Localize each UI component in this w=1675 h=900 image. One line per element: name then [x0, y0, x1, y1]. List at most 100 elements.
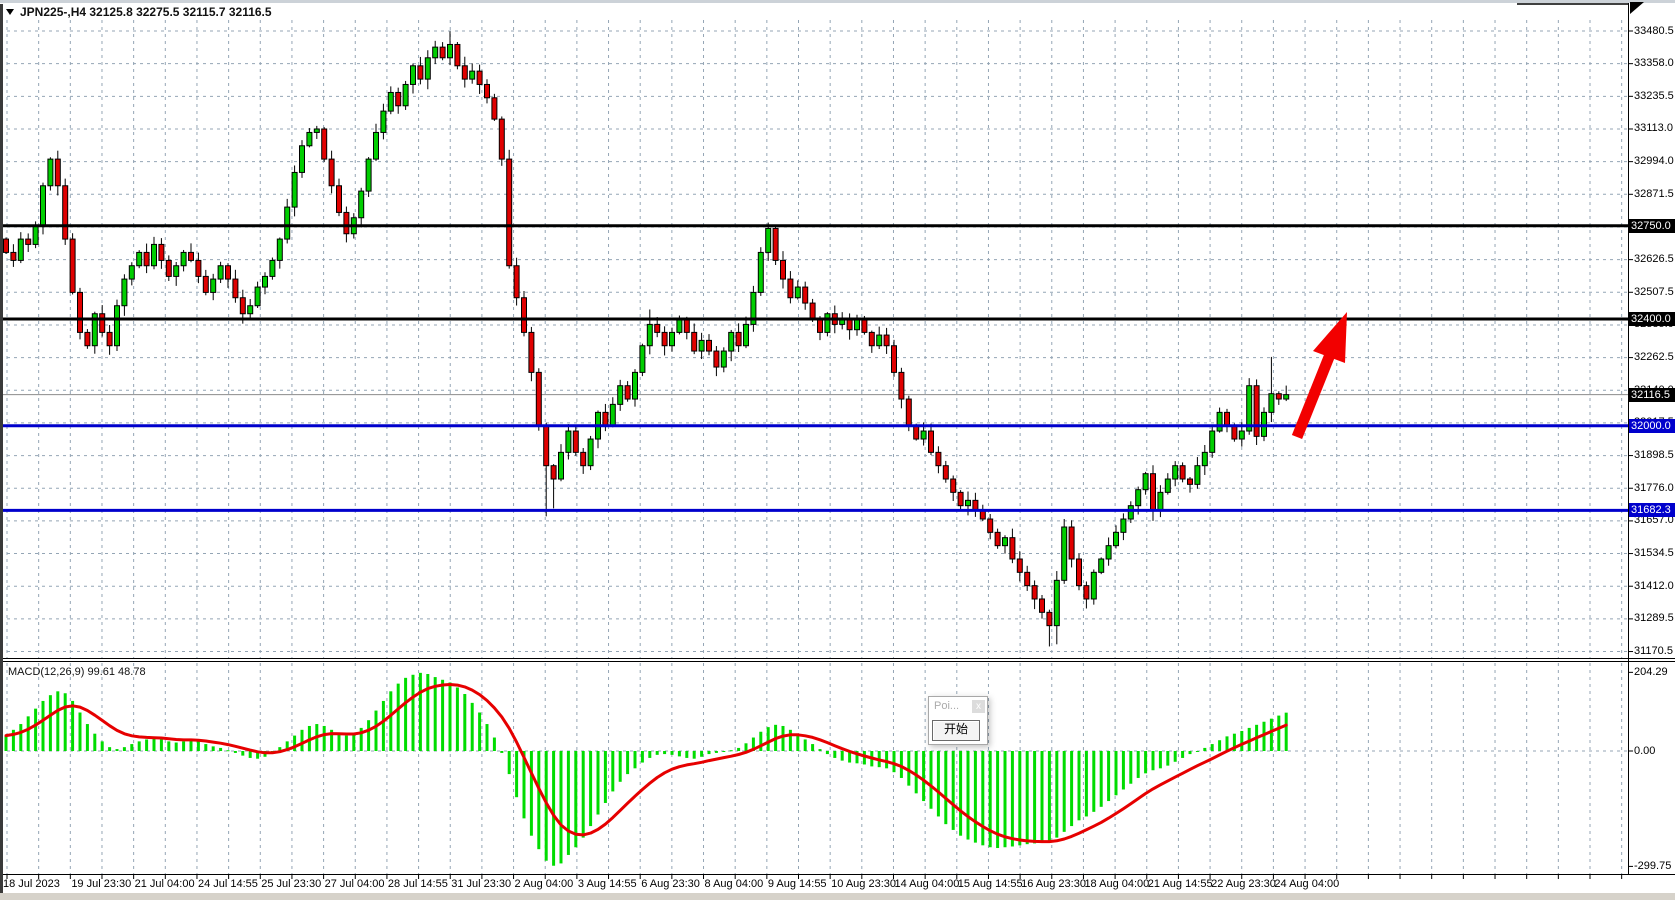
- macd-panel[interactable]: [0, 663, 1628, 874]
- macd-bar: [1247, 727, 1251, 751]
- macd-bar: [1025, 751, 1029, 845]
- macd-bar: [818, 749, 822, 751]
- price-tick-label: 31898.5: [1634, 449, 1674, 462]
- time-tick-label: 24 Aug 04:00: [1274, 878, 1340, 890]
- time-tick-label: 18 Aug 04:00: [1084, 878, 1150, 890]
- macd-bar: [374, 710, 378, 751]
- candle: [735, 331, 742, 347]
- price-tick-label: 33235.5: [1634, 89, 1674, 102]
- price-line-label-32400.0: 32400.0: [1629, 312, 1675, 327]
- candle: [713, 350, 720, 368]
- candle: [750, 291, 757, 325]
- price-tick-label: 33358.0: [1634, 57, 1674, 70]
- candle: [484, 83, 490, 99]
- macd-bar: [840, 751, 844, 761]
- candle: [439, 46, 446, 59]
- candle: [706, 339, 712, 352]
- symbol-dropdown-icon[interactable]: [6, 9, 14, 15]
- symbol-header[interactable]: JPN225-,H4 32125.8 32275.5 32115.7 32116…: [6, 5, 272, 19]
- candle: [1201, 451, 1208, 467]
- popup-window[interactable]: Poi... x 开始: [928, 696, 988, 745]
- macd-bar: [367, 720, 371, 751]
- price-line-label-32750.0: 32750.0: [1629, 218, 1675, 233]
- macd-bar: [737, 747, 741, 751]
- candle: [417, 65, 424, 80]
- macd-bar: [1070, 751, 1074, 827]
- candle: [1268, 393, 1275, 413]
- price-tick-label: 33480.5: [1634, 24, 1674, 37]
- time-tick-label: 22 Aug 23:30: [1211, 878, 1276, 890]
- trend-arrow-head[interactable]: [1313, 312, 1347, 363]
- macd-bar: [685, 751, 689, 758]
- candle: [506, 158, 513, 267]
- chart-shift-marker-icon[interactable]: [1630, 2, 1644, 14]
- popup-start-button[interactable]: 开始: [932, 720, 980, 741]
- candle: [632, 371, 638, 400]
- candle: [550, 465, 557, 480]
- time-tick-label: 10 Aug 23:30: [831, 878, 896, 890]
- macd-bar: [278, 747, 282, 751]
- macd-bar: [396, 683, 400, 751]
- macd-bar: [100, 741, 104, 751]
- macd-bar: [1047, 751, 1051, 842]
- candle: [202, 275, 209, 293]
- price-tick-label: 31289.5: [1634, 612, 1674, 625]
- candle: [17, 238, 24, 261]
- candle: [987, 518, 994, 533]
- candle: [1068, 526, 1075, 560]
- candle: [558, 451, 564, 480]
- macd-bar: [751, 737, 755, 751]
- candle: [336, 185, 342, 213]
- macd-bar: [996, 751, 1000, 849]
- macd-bar: [744, 743, 748, 751]
- macd-bar: [381, 700, 385, 751]
- macd-bar: [507, 751, 511, 775]
- macd-bar: [1062, 751, 1066, 832]
- macd-bar: [41, 700, 45, 751]
- candle: [802, 286, 809, 304]
- macd-bar: [522, 751, 526, 819]
- candle: [276, 238, 283, 261]
- macd-bar: [182, 741, 186, 751]
- candle: [424, 57, 431, 80]
- candle: [469, 70, 476, 80]
- macd-bar: [1232, 733, 1236, 751]
- macd-bar: [189, 740, 193, 751]
- time-tick-label: 21 Jul 04:00: [134, 878, 195, 890]
- macd-bar: [929, 751, 933, 809]
- candle: [262, 275, 268, 288]
- candle: [402, 83, 409, 107]
- candle: [165, 259, 172, 277]
- macd-bar: [167, 741, 171, 751]
- macd-bar: [640, 751, 644, 763]
- macd-bar: [71, 700, 75, 751]
- time-tick-label: 3 Aug 14:55: [577, 878, 637, 890]
- candle: [1024, 571, 1031, 587]
- candle: [114, 305, 120, 347]
- macd-bar: [1092, 751, 1096, 812]
- popup-close-icon[interactable]: x: [972, 700, 985, 713]
- candle: [528, 331, 535, 373]
- macd-bar: [670, 751, 674, 755]
- candle: [1053, 579, 1060, 627]
- candle: [1105, 545, 1112, 560]
- candle: [491, 97, 498, 120]
- macd-bar: [34, 708, 38, 751]
- trend-arrow-shaft[interactable]: [1291, 349, 1337, 440]
- macd-bar: [1018, 751, 1022, 846]
- price-axis-line: [1628, 3, 1629, 874]
- candle: [1076, 558, 1082, 587]
- candle: [498, 118, 505, 160]
- macd-bar: [663, 751, 667, 755]
- price-line-label-31682.3: 31682.3: [1629, 503, 1675, 518]
- candle: [1187, 478, 1193, 485]
- panel-separator[interactable]: [0, 658, 1675, 659]
- main-chart-area[interactable]: [0, 20, 1628, 658]
- candle: [447, 43, 453, 59]
- macd-bar: [1158, 751, 1162, 769]
- macd-bar: [204, 744, 208, 751]
- macd-bar: [93, 733, 97, 751]
- macd-bar: [981, 751, 985, 846]
- macd-bar: [352, 733, 356, 751]
- macd-bar: [811, 744, 815, 751]
